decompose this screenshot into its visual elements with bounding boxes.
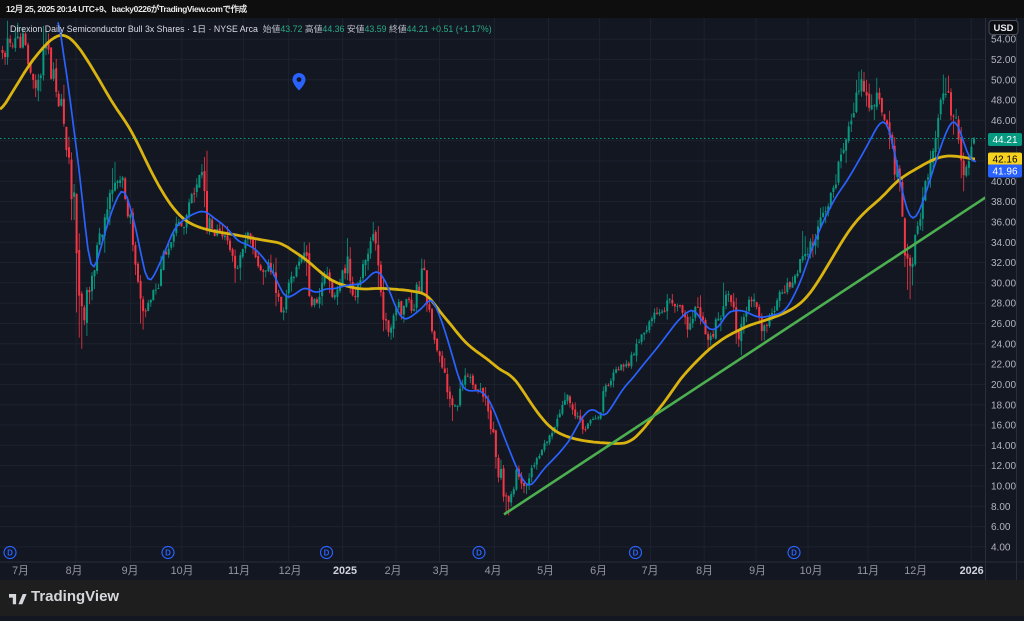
svg-text:2月: 2月 — [385, 565, 402, 577]
svg-text:6.00: 6.00 — [991, 522, 1011, 533]
svg-text:41.96: 41.96 — [992, 166, 1017, 177]
svg-text:30.00: 30.00 — [991, 278, 1016, 289]
svg-text:26.00: 26.00 — [991, 319, 1016, 330]
svg-text:D: D — [476, 549, 482, 558]
svg-text:50.00: 50.00 — [991, 75, 1016, 86]
svg-text:10.00: 10.00 — [991, 482, 1016, 493]
svg-text:34.00: 34.00 — [991, 238, 1016, 249]
svg-text:40.00: 40.00 — [991, 177, 1016, 188]
svg-text:24.00: 24.00 — [991, 339, 1016, 350]
svg-text:16.00: 16.00 — [991, 421, 1016, 432]
svg-text:54.00: 54.00 — [991, 35, 1016, 46]
svg-text:D: D — [7, 549, 13, 558]
svg-text:11月: 11月 — [228, 565, 250, 577]
svg-text:7月: 7月 — [642, 565, 659, 577]
svg-text:32.00: 32.00 — [991, 258, 1016, 269]
svg-text:22.00: 22.00 — [991, 360, 1016, 371]
svg-text:5月: 5月 — [537, 565, 554, 577]
svg-text:36.00: 36.00 — [991, 218, 1016, 229]
svg-text:6月: 6月 — [590, 565, 607, 577]
svg-text:18.00: 18.00 — [991, 400, 1016, 411]
svg-text:USD: USD — [993, 23, 1013, 34]
svg-text:3月: 3月 — [433, 565, 450, 577]
svg-text:2025: 2025 — [333, 565, 357, 577]
svg-text:4月: 4月 — [485, 565, 502, 577]
svg-text:20.00: 20.00 — [991, 380, 1016, 391]
svg-text:8.00: 8.00 — [991, 502, 1011, 513]
svg-text:42.16: 42.16 — [992, 154, 1017, 165]
svg-text:D: D — [633, 549, 639, 558]
svg-text:12月: 12月 — [279, 565, 302, 577]
svg-text:8月: 8月 — [66, 565, 83, 577]
svg-text:10月: 10月 — [800, 565, 823, 577]
svg-text:10月: 10月 — [171, 565, 194, 577]
svg-text:28.00: 28.00 — [991, 299, 1016, 310]
svg-text:14.00: 14.00 — [991, 441, 1016, 452]
svg-text:9月: 9月 — [749, 565, 766, 577]
svg-text:7月: 7月 — [12, 565, 29, 577]
svg-text:12.00: 12.00 — [991, 461, 1016, 472]
svg-text:38.00: 38.00 — [991, 197, 1016, 208]
svg-text:12月: 12月 — [904, 565, 927, 577]
svg-text:52.00: 52.00 — [991, 55, 1016, 66]
svg-text:4.00: 4.00 — [991, 543, 1011, 554]
svg-text:46.00: 46.00 — [991, 116, 1016, 127]
svg-text:D: D — [324, 549, 330, 558]
svg-text:44.21: 44.21 — [992, 135, 1017, 146]
svg-text:11月: 11月 — [857, 565, 879, 577]
svg-text:2026: 2026 — [960, 565, 984, 577]
svg-text:9月: 9月 — [122, 565, 139, 577]
svg-text:8月: 8月 — [696, 565, 713, 577]
svg-text:48.00: 48.00 — [991, 96, 1016, 107]
svg-text:D: D — [165, 549, 171, 558]
svg-text:D: D — [791, 549, 797, 558]
